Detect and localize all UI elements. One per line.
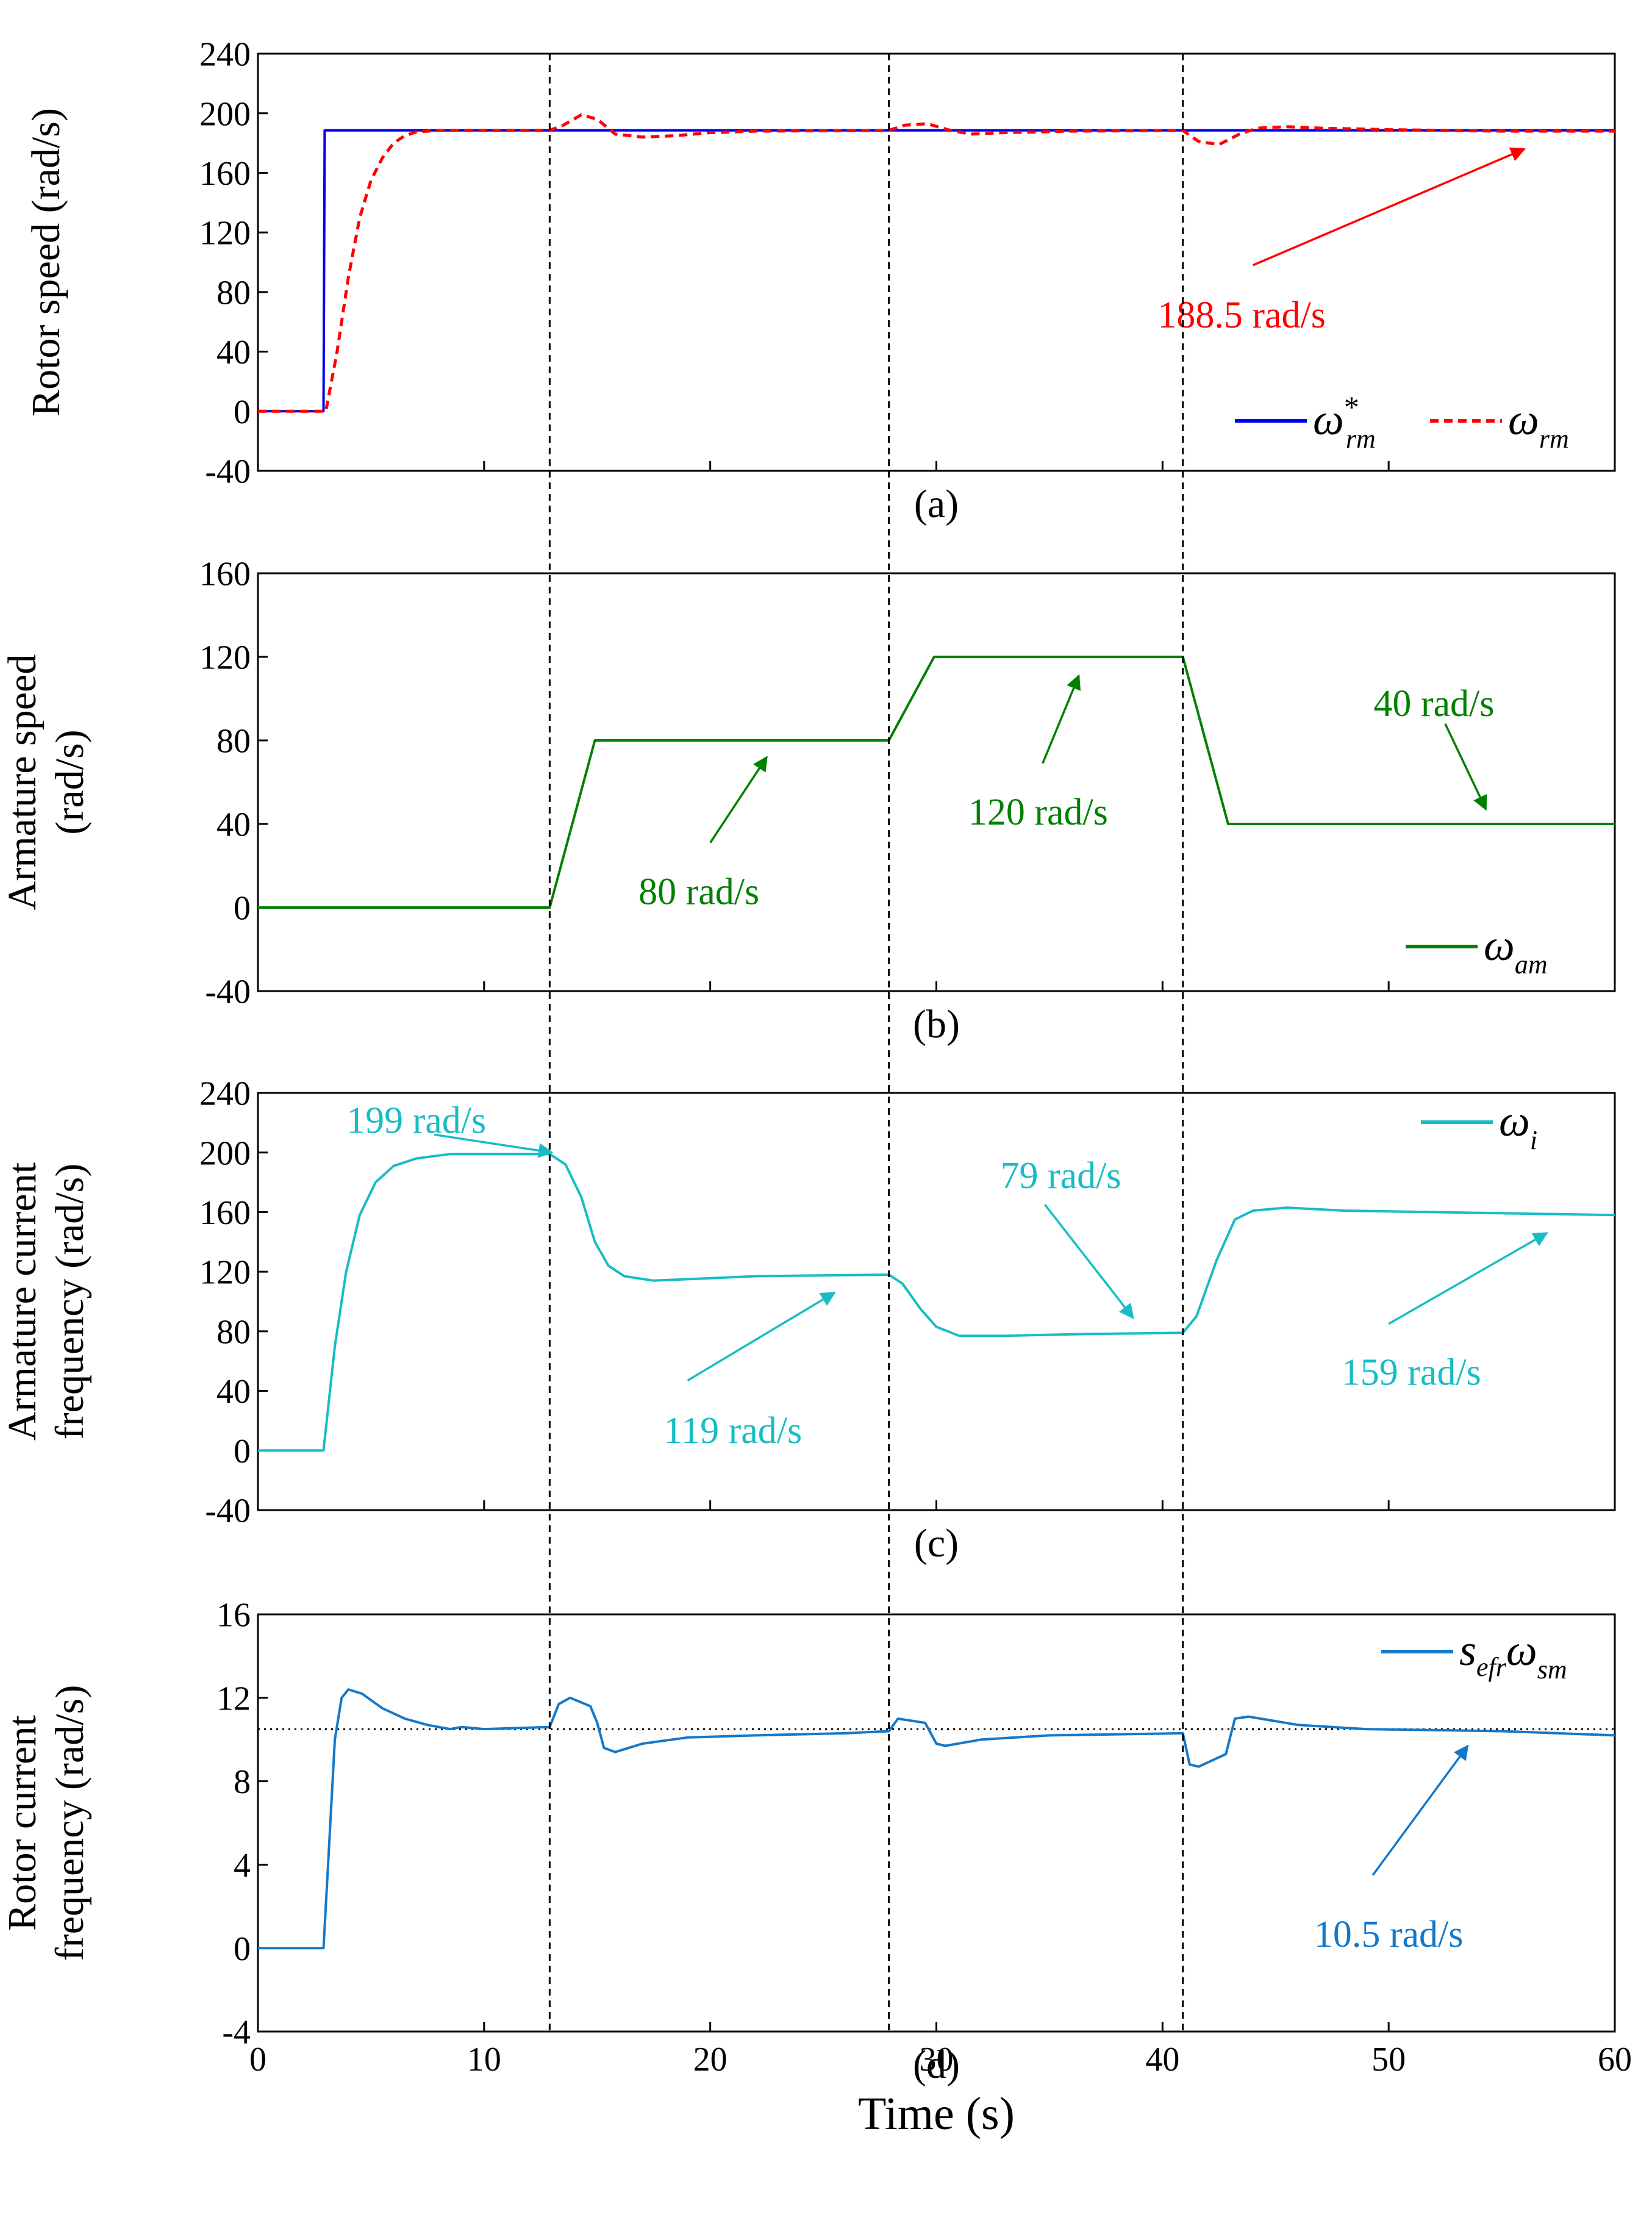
y-tick-label: 80	[216, 723, 251, 761]
x-tick-label: 40	[1145, 2041, 1179, 2079]
y-tick-label: 0	[234, 393, 251, 431]
x-tick-label: 20	[693, 2041, 728, 2079]
y-axis-label: frequency (rad/s)	[48, 1685, 92, 1961]
y-axis-label: Armature speed	[0, 654, 45, 911]
y-tick-label: 4	[234, 1847, 251, 1885]
y-tick-label: 120	[199, 215, 251, 252]
y-tick-label: 200	[199, 1134, 251, 1172]
panel-a: 240 200 160 120 80 40 0 -40 Rotor speed (rad/s) (…	[24, 36, 1616, 526]
panel-label: (a)	[914, 482, 959, 526]
y-tick-label: 120	[199, 639, 251, 677]
y-axis-label: (rad/s)	[48, 729, 92, 834]
annotation-arrow	[709, 756, 768, 843]
y-tick-label: 40	[216, 806, 251, 844]
annotation-label: 10.5 rad/s	[1314, 1914, 1464, 1955]
annotation-arrow	[687, 1291, 836, 1381]
annotation-label: 199 rad/s	[346, 1100, 486, 1142]
y-tick-label: 0	[234, 1930, 251, 1968]
x-tick-label: 30	[920, 2041, 954, 2079]
legend-label: sefrωsm	[1459, 1626, 1567, 1685]
y-tick-label: 200	[199, 95, 251, 133]
annotation-label: 120 rad/s	[968, 792, 1108, 833]
x-tick-label: 60	[1598, 2041, 1632, 2079]
y-axis-label: frequency (rad/s)	[48, 1164, 92, 1440]
y-tick-label: 16	[216, 1597, 251, 1635]
annotation-label: 40 rad/s	[1373, 683, 1494, 725]
series-line-d	[258, 1688, 1615, 1950]
y-tick-label: 160	[199, 556, 251, 593]
annotation-label: 188.5 rad/s	[1157, 295, 1326, 336]
y-tick-label: 240	[199, 36, 251, 74]
annotation-label: 119 rad/s	[663, 1410, 802, 1452]
y-tick-label: 40	[216, 1373, 251, 1411]
annotation-label: 80 rad/s	[638, 871, 759, 912]
y-axis-label: Rotor current	[0, 1715, 45, 1931]
y-tick-label: 240	[199, 1075, 251, 1113]
legend-label: ωi	[1499, 1097, 1537, 1155]
annotation-arrow	[1371, 1744, 1469, 1876]
y-tick-label: 0	[234, 890, 251, 928]
y-tick-label: 8	[234, 1763, 251, 1801]
panel-label: (c)	[914, 1521, 959, 1566]
y-axis-label: Rotor speed (rad/s)	[24, 108, 68, 417]
annotation-arrow	[434, 1133, 554, 1158]
series-line-a	[258, 113, 1615, 413]
y-tick-label: -40	[205, 453, 251, 491]
y-tick-label: -40	[205, 1492, 251, 1530]
panel-label: (d)	[913, 2043, 960, 2087]
y-tick-label: 120	[199, 1254, 251, 1292]
x-axis-label: Time (s)	[858, 2088, 1015, 2139]
legend-label: ωrm	[1508, 395, 1569, 454]
legend-label: ωam	[1484, 921, 1548, 979]
annotation-label: 159 rad/s	[1342, 1352, 1481, 1394]
annotation-arrow	[1044, 1204, 1134, 1319]
series-line-c	[258, 1153, 1615, 1452]
annotation-label: 79 rad/s	[1000, 1155, 1121, 1197]
annotation-arrow	[1252, 147, 1526, 267]
annotation-arrow	[1042, 674, 1081, 764]
x-tick-label: 10	[467, 2041, 501, 2079]
y-tick-label: 40	[216, 334, 251, 371]
legend-label: ω* rm	[1313, 390, 1376, 454]
x-tick-label: 50	[1371, 2041, 1406, 2079]
y-axis-label: Armature current	[0, 1162, 45, 1441]
series-line-b	[258, 656, 1615, 909]
y-tick-label: 160	[199, 1194, 251, 1232]
y-tick-label: 12	[216, 1680, 251, 1717]
x-tick-label: 0	[249, 2041, 266, 2079]
event-lines-layer	[548, 54, 1184, 2032]
y-tick-label: 0	[234, 1433, 251, 1470]
panel-label: (b)	[913, 1002, 960, 1047]
y-tick-label: -4	[222, 2014, 251, 2052]
x-axis-layer: 0 10 20 30 40 50 60 Time (s)	[249, 2041, 1632, 2139]
y-tick-label: 80	[216, 1313, 251, 1351]
panel-c: 240 200 160 120 80 40 0 -40 Armature current freq…	[0, 1075, 1616, 1566]
annotation-arrow	[1444, 723, 1487, 811]
y-tick-label: -40	[205, 973, 251, 1011]
annotation-arrow	[1388, 1232, 1548, 1325]
panel-b: 160 120 80 40 0 -40 Armature speed (rad/s) (b) ωa…	[0, 556, 1616, 1047]
y-tick-label: 160	[199, 155, 251, 193]
y-tick-label: 80	[216, 274, 251, 312]
